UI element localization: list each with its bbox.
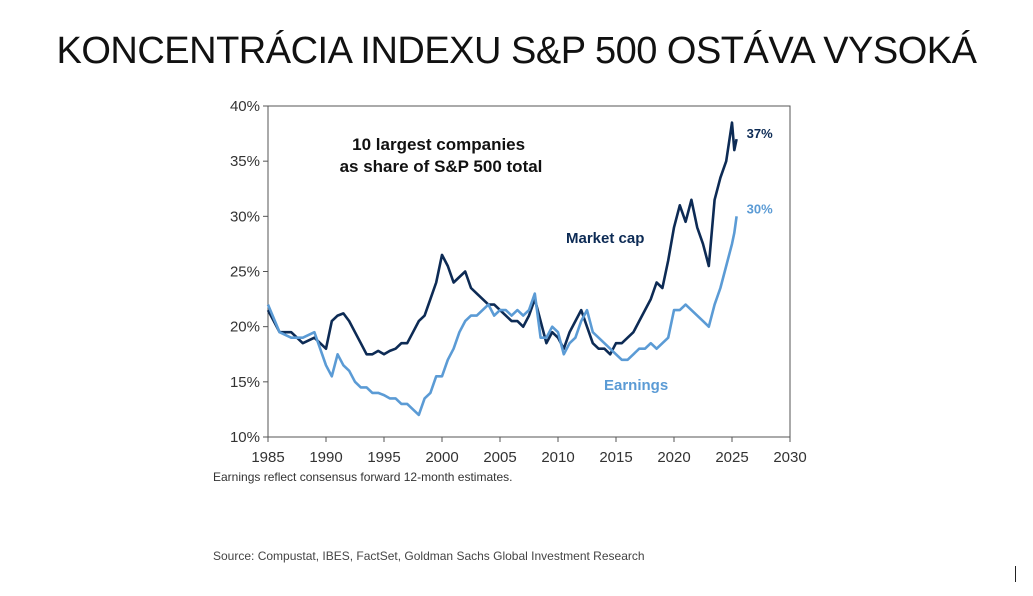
x-tick-label: 1990 bbox=[309, 449, 342, 466]
earnings-series-label: Earnings bbox=[604, 377, 668, 394]
x-tick-label: 2000 bbox=[425, 449, 458, 466]
y-tick-label: 20% bbox=[230, 319, 260, 336]
y-axis: 10% 15% 20% 25% 30% 35% 40% bbox=[230, 98, 268, 446]
x-tick-label: 2010 bbox=[541, 449, 574, 466]
plot-area-frame bbox=[267, 105, 791, 438]
market-cap-line bbox=[266, 121, 738, 356]
earnings-line bbox=[266, 216, 738, 417]
source-note: Source: Compustat, IBES, FactSet, Goldma… bbox=[213, 549, 645, 563]
y-tick-label: 10% bbox=[230, 429, 260, 446]
series-labels: 37% Market cap 30% Earnings bbox=[566, 126, 773, 394]
y-tick-label: 25% bbox=[230, 264, 260, 281]
x-tick-label: 1985 bbox=[251, 449, 284, 466]
earnings-end-label: 30% bbox=[747, 201, 773, 216]
market-cap-end-label: 37% bbox=[747, 126, 773, 141]
y-tick-label: 35% bbox=[230, 153, 260, 170]
x-axis: 1985 1990 1995 2000 2005 2010 2015 2020 2025 2030 bbox=[251, 437, 807, 466]
text-cursor bbox=[1015, 566, 1016, 582]
x-tick-label: 2020 bbox=[657, 449, 690, 466]
y-tick-label: 40% bbox=[230, 98, 260, 115]
x-tick-label: 2005 bbox=[483, 449, 516, 466]
y-tick-label: 30% bbox=[230, 208, 260, 225]
market-cap-series-label: Market cap bbox=[566, 230, 644, 247]
x-tick-label: 2030 bbox=[773, 449, 806, 466]
chart-title: 10 largest companies as share of S&P 500… bbox=[340, 135, 543, 176]
x-tick-label: 2015 bbox=[599, 449, 632, 466]
x-tick-label: 1995 bbox=[367, 449, 400, 466]
slide-title: KONCENTRÁCIA INDEXU S&P 500 OSTÁVA VYSOK… bbox=[56, 30, 977, 72]
x-tick-label: 2025 bbox=[715, 449, 748, 466]
chart-title-line-2: as share of S&P 500 total bbox=[340, 157, 543, 176]
series-layer bbox=[266, 121, 738, 417]
y-tick-label: 15% bbox=[230, 374, 260, 391]
chart-note: Earnings reflect consensus forward 12-mo… bbox=[213, 470, 513, 484]
chart-title-line-1: 10 largest companies bbox=[352, 135, 525, 154]
